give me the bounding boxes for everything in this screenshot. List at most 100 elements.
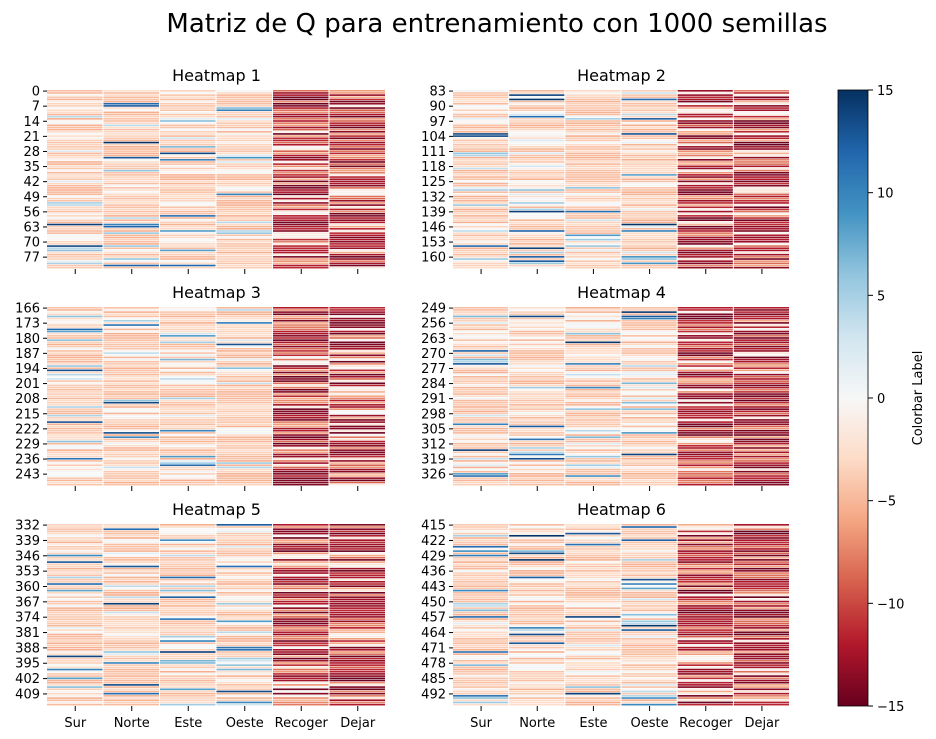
- row-tick-label: 415: [421, 519, 446, 534]
- heatmap-cell: [677, 230, 733, 232]
- heatmap-cell: [160, 156, 216, 159]
- heatmap-cell: [103, 627, 159, 629]
- heatmap-cell: [733, 219, 789, 222]
- heatmap-cell: [733, 468, 789, 471]
- heatmap-cell: [677, 317, 733, 320]
- heatmap-cell: [329, 130, 385, 133]
- heatmap-cell: [273, 395, 329, 398]
- column-label-dejar: Dejar: [744, 716, 780, 731]
- row-tick-label: 353: [15, 565, 40, 580]
- heatmap-cell: [103, 139, 159, 142]
- heatmap-cell: [216, 197, 272, 200]
- heatmap-cell: [216, 611, 272, 614]
- heatmap-cell: [103, 556, 159, 559]
- heatmap-cell: [453, 118, 509, 120]
- heatmap-cell: [733, 251, 789, 254]
- heatmap-cell: [273, 184, 329, 187]
- heatmap-cell: [329, 624, 385, 627]
- heatmap-cell: [273, 440, 329, 443]
- heatmap-cell: [160, 406, 216, 408]
- heatmap-cell: [621, 457, 677, 460]
- heatmap-cell: [160, 169, 216, 172]
- heatmap-cell: [47, 128, 103, 131]
- heatmap-cell: [677, 189, 733, 191]
- heatmap-cell: [509, 703, 565, 706]
- heatmap-cell: [160, 148, 216, 150]
- heatmap-cell: [733, 332, 789, 335]
- heatmap-cell: [677, 245, 733, 247]
- heatmap-cell: [47, 423, 103, 426]
- heatmap-cell: [733, 130, 789, 133]
- row-tick-label: 187: [15, 347, 40, 362]
- heatmap-cell: [47, 260, 103, 262]
- heatmap-cell: [733, 627, 789, 629]
- heatmap-cell: [509, 156, 565, 159]
- heatmap-cell: [160, 664, 216, 666]
- heatmap-cell: [103, 215, 159, 217]
- heatmap-cell: [733, 404, 789, 406]
- heatmap-cell: [160, 341, 216, 344]
- heatmap-cell: [273, 199, 329, 202]
- heatmap-cell: [733, 541, 789, 544]
- heatmap-cell: [733, 679, 789, 682]
- row-tick-label: 222: [15, 422, 40, 437]
- heatmap-cell: [103, 223, 159, 226]
- heatmap-cell: [160, 534, 216, 537]
- heatmap-cell: [453, 528, 509, 531]
- heatmap-cell: [103, 165, 159, 168]
- heatmap-cell: [621, 640, 677, 642]
- heatmap-cell: [103, 90, 159, 92]
- heatmap-cell: [565, 436, 621, 439]
- heatmap-cell: [621, 262, 677, 265]
- heatmap-cell: [509, 178, 565, 181]
- heatmap-cell: [216, 382, 272, 385]
- heatmap-cell: [329, 171, 385, 174]
- heatmap-cell: [47, 613, 103, 616]
- heatmap-cell: [565, 193, 621, 196]
- heatmap-cell: [273, 681, 329, 684]
- heatmap-cell: [677, 587, 733, 590]
- heatmap-cell: [733, 307, 789, 309]
- heatmap-cell: [453, 225, 509, 228]
- heatmap-cell: [733, 212, 789, 215]
- heatmap-cell: [47, 408, 103, 410]
- heatmap-cell: [103, 624, 159, 627]
- heatmap-cell: [733, 666, 789, 669]
- heatmap-cell: [160, 404, 216, 406]
- row-tick-label: 429: [421, 549, 446, 564]
- heatmap-cell: [677, 130, 733, 133]
- heatmap-cell: [733, 434, 789, 436]
- heatmap-cell: [453, 567, 509, 570]
- heatmap-cell: [103, 631, 159, 634]
- heatmap-cell: [47, 457, 103, 460]
- heatmap-cell: [677, 421, 733, 423]
- heatmap-cell: [273, 388, 329, 391]
- heatmap-cell: [273, 109, 329, 112]
- heatmap-cell: [47, 309, 103, 311]
- heatmap-cell: [621, 386, 677, 389]
- heatmap-cell: [733, 249, 789, 252]
- heatmap-cell: [509, 133, 565, 135]
- heatmap-cell: [216, 347, 272, 350]
- heatmap-cell: [103, 393, 159, 395]
- heatmap-cell: [160, 326, 216, 329]
- heatmap-cell: [329, 668, 385, 671]
- heatmap-cell: [733, 118, 789, 120]
- heatmap-cell: [509, 449, 565, 451]
- heatmap-cell: [273, 574, 329, 577]
- heatmap-cell: [621, 187, 677, 189]
- heatmap-cell: [103, 365, 159, 367]
- heatmap-cell: [329, 332, 385, 335]
- row-tick-label: 139: [421, 205, 446, 220]
- heatmap-cell: [677, 607, 733, 609]
- heatmap-cell: [733, 341, 789, 344]
- heatmap-cell: [47, 611, 103, 614]
- heatmap-cell: [565, 395, 621, 398]
- heatmap-cell: [329, 690, 385, 693]
- heatmap-cell: [509, 105, 565, 107]
- heatmap-cell: [273, 664, 329, 666]
- heatmap-cell: [453, 113, 509, 116]
- heatmap-cell: [509, 477, 565, 479]
- heatmap-cell: [103, 659, 159, 662]
- heatmap-cell: [733, 122, 789, 124]
